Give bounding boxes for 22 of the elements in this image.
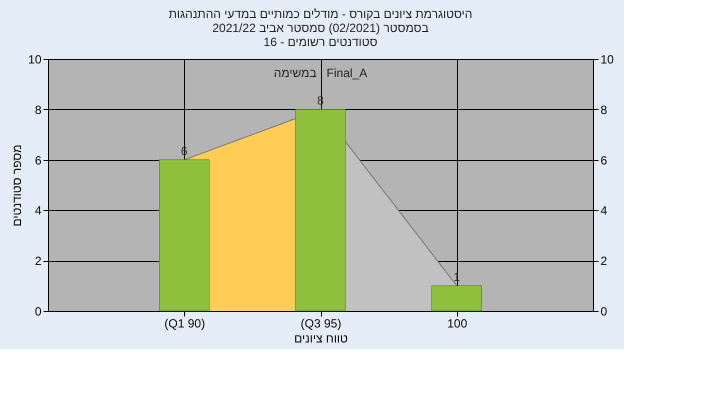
x-tick-label: (Q1 90) xyxy=(164,316,206,330)
y-tick-label: 6 xyxy=(34,153,42,168)
y2-tick-label: 2 xyxy=(600,254,608,268)
y-tick-label: 2 xyxy=(34,254,42,268)
y-tick-label: 10 xyxy=(28,52,42,66)
annotation: במשימה : Final_A xyxy=(274,66,368,80)
y2-tick-label: 4 xyxy=(600,204,608,218)
y2-tick-label: 6 xyxy=(600,153,608,168)
x-tick-label: 100 xyxy=(447,316,468,330)
bar xyxy=(432,286,482,312)
text: היסטוגרמת ציונים בקורס - מודלים כמותיים במדעי ההתנהגות xyxy=(168,7,472,21)
y-tick-label: 4 xyxy=(34,204,42,218)
y-tick-label: 8 xyxy=(34,102,42,117)
y-axis-title: מספר סטודנטים xyxy=(10,144,24,227)
x-axis-title: טווח ציונים xyxy=(294,332,348,346)
text: בסמסטר (02/2021) סמסטר אביב 2021/22 xyxy=(212,21,429,35)
x-tick-label: (Q3 95) xyxy=(300,316,342,330)
y2-tick-label: 8 xyxy=(600,102,608,117)
y2-tick-label: 0 xyxy=(600,304,608,318)
y-tick-label: 0 xyxy=(34,304,42,318)
y2-tick-label: 10 xyxy=(600,52,614,66)
text: סטודנטים רשומים - 16 xyxy=(264,35,378,49)
